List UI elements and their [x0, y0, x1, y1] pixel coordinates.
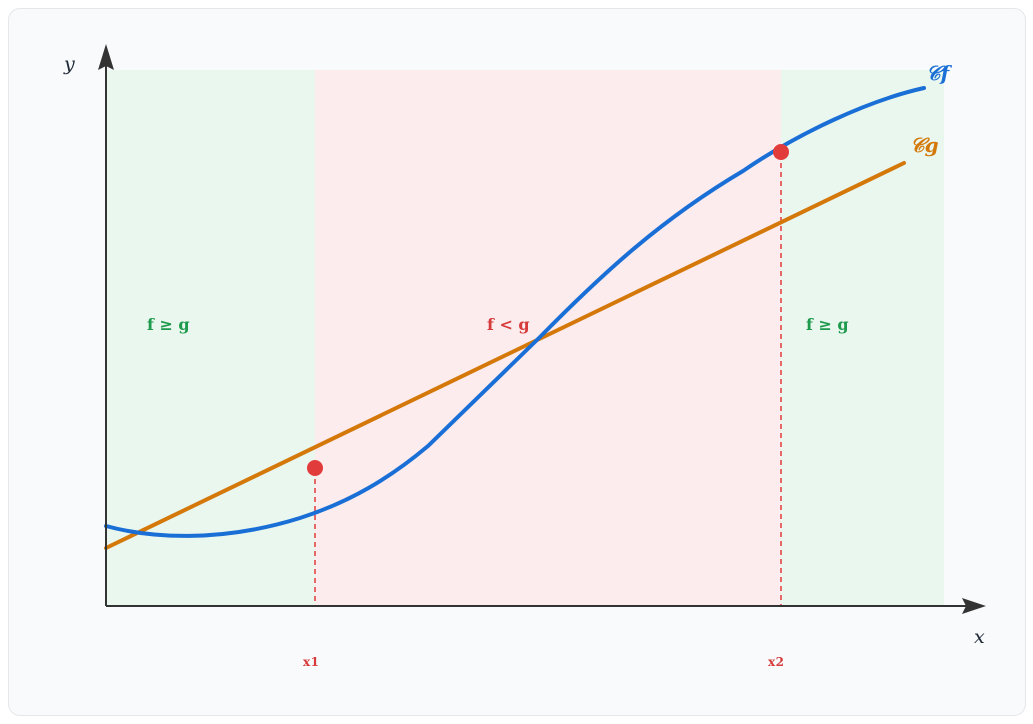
- point-x1-marker: [307, 460, 323, 476]
- region-middle-lt: [315, 70, 781, 606]
- region-left-ge: [106, 70, 315, 606]
- region-left-label: f ≥ g: [147, 315, 190, 334]
- x-axis-arrow-icon: [962, 598, 986, 614]
- region-right-ge: [781, 70, 944, 606]
- y-axis-label: y: [63, 53, 75, 75]
- curve-g: [104, 161, 906, 550]
- x1-label: x1: [303, 655, 320, 669]
- curve-g-label: 𝒞g: [910, 133, 939, 157]
- y-axis-arrow-icon: [98, 44, 114, 70]
- point-x2-marker: [773, 144, 789, 160]
- region-middle-label: f < g: [487, 315, 530, 334]
- x-axis-label: x: [974, 626, 985, 648]
- x2-label: x2: [768, 655, 785, 669]
- region-right-label: f ≥ g: [806, 315, 849, 334]
- curve-f-label: 𝒞f: [926, 61, 953, 85]
- curve-f: [104, 86, 926, 538]
